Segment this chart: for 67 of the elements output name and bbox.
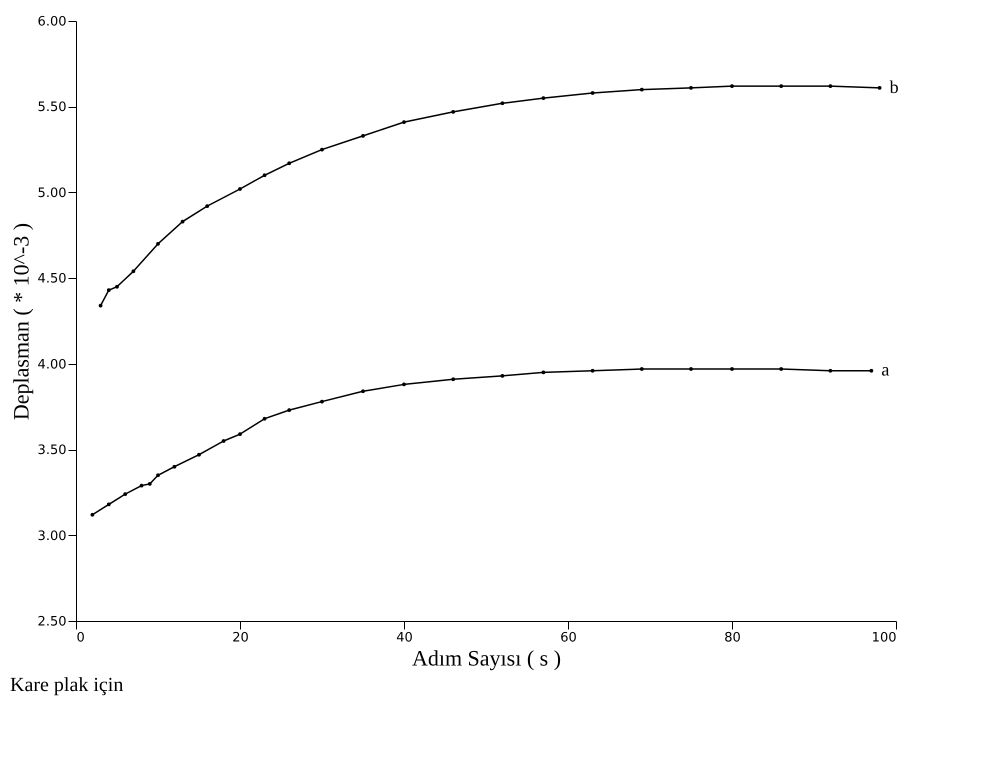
x-tick-label: 40 (396, 630, 413, 646)
y-tick-label: 5.50 (38, 100, 66, 116)
point (238, 187, 242, 191)
point (98, 304, 102, 308)
point (640, 88, 644, 92)
point (205, 204, 210, 208)
x-tick-label: 100 (872, 630, 896, 646)
point (689, 86, 693, 90)
point (590, 91, 594, 95)
point (402, 120, 406, 124)
series-label: b (890, 76, 899, 97)
point (238, 432, 242, 436)
y-tick-label: 3.00 (38, 528, 66, 544)
point (156, 473, 160, 478)
point (106, 288, 111, 292)
point (451, 110, 456, 114)
point (361, 389, 365, 394)
x-axis-title: Adım Sayısı ( s ) (412, 646, 562, 670)
point (132, 269, 136, 274)
point (779, 84, 784, 88)
point (500, 101, 504, 106)
x-tick-label: 80 (724, 630, 741, 646)
y-tick-label: 4.00 (38, 357, 66, 372)
point (197, 452, 201, 457)
point (172, 464, 176, 469)
text: Kare plak için (10, 674, 124, 696)
point (730, 84, 734, 88)
point (148, 482, 152, 486)
point (123, 492, 128, 496)
point (361, 134, 365, 138)
point (402, 382, 406, 386)
x-tick-label: 20 (232, 630, 249, 646)
point (730, 367, 734, 371)
point (828, 84, 832, 88)
point (542, 370, 546, 374)
point (320, 148, 324, 152)
y-tick-label: 2.50 (38, 614, 66, 630)
point (878, 86, 882, 90)
point (500, 374, 504, 378)
point (640, 367, 644, 371)
point (262, 173, 266, 178)
point (828, 368, 832, 373)
y-axis-title: Deplasman ( * 10^-3 ) (8, 222, 34, 420)
x-tick-label: 0 (76, 630, 85, 646)
point (689, 367, 693, 371)
point (779, 367, 784, 371)
series-label: a (881, 360, 890, 380)
y-tick-label: 5.00 (38, 186, 66, 201)
y-tick-label: 6.00 (38, 14, 66, 30)
point (262, 416, 266, 421)
y-tick-label: 3.50 (38, 443, 66, 458)
x-tick-label: 60 (560, 630, 577, 646)
point (115, 284, 119, 289)
point (90, 512, 94, 517)
point (287, 161, 292, 166)
point (870, 368, 874, 373)
point (140, 484, 144, 488)
point (590, 368, 594, 373)
point (156, 242, 160, 246)
y-tick-label: 4.50 (38, 272, 66, 287)
point (287, 408, 292, 412)
point (222, 439, 226, 443)
point (451, 377, 456, 382)
point (320, 400, 324, 404)
point (180, 220, 184, 224)
point (106, 502, 111, 506)
point (542, 96, 546, 100)
